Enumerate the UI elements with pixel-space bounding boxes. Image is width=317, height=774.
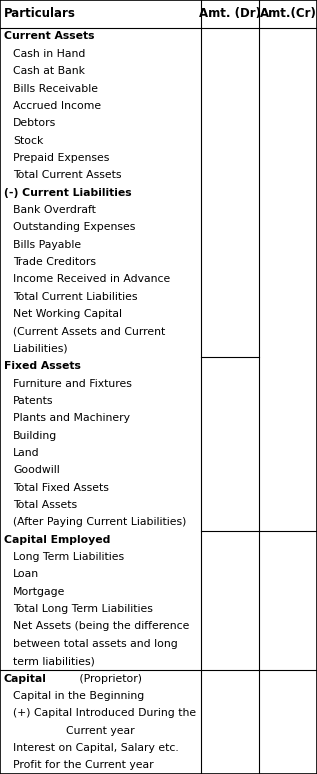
Text: Patents: Patents	[13, 396, 54, 406]
Text: Loan: Loan	[13, 570, 39, 580]
Text: Liabilities): Liabilities)	[13, 344, 69, 354]
Text: Particulars: Particulars	[4, 8, 76, 20]
Text: between total assets and long: between total assets and long	[13, 639, 178, 649]
Text: Building: Building	[13, 430, 58, 440]
Text: Plants and Machinery: Plants and Machinery	[13, 413, 130, 423]
Text: (-) Current Liabilities: (-) Current Liabilities	[4, 187, 132, 197]
Text: (After Paying Current Liabilities): (After Paying Current Liabilities)	[13, 517, 187, 527]
Text: Goodwill: Goodwill	[13, 465, 60, 475]
Text: Capital: Capital	[4, 673, 47, 683]
Text: Amt.(Cr): Amt.(Cr)	[260, 8, 317, 20]
Text: Net Assets (being the difference: Net Assets (being the difference	[13, 622, 190, 632]
Text: Total Current Assets: Total Current Assets	[13, 170, 122, 180]
Text: Total Long Term Liabilities: Total Long Term Liabilities	[13, 604, 153, 614]
Text: Interest on Capital, Salary etc.: Interest on Capital, Salary etc.	[13, 743, 179, 753]
Text: Mortgage: Mortgage	[13, 587, 66, 597]
Text: Current year: Current year	[66, 725, 135, 735]
Text: Total Assets: Total Assets	[13, 500, 77, 510]
Text: Land: Land	[13, 448, 40, 458]
Text: Trade Creditors: Trade Creditors	[13, 257, 96, 267]
Text: Capital: Capital	[4, 673, 47, 683]
Text: Capital Employed: Capital Employed	[4, 535, 110, 545]
Text: Total Fixed Assets: Total Fixed Assets	[13, 483, 109, 493]
Text: Income Received in Advance: Income Received in Advance	[13, 275, 171, 284]
Text: Cash at Bank: Cash at Bank	[13, 66, 85, 76]
Text: Cash in Hand: Cash in Hand	[13, 49, 86, 59]
Text: Capital in the Beginning: Capital in the Beginning	[13, 691, 145, 701]
Text: Outstanding Expenses: Outstanding Expenses	[13, 222, 136, 232]
Text: Accrued Income: Accrued Income	[13, 101, 101, 111]
Text: (Current Assets and Current: (Current Assets and Current	[13, 327, 165, 337]
Text: Debtors: Debtors	[13, 118, 56, 128]
Text: (Proprietor): (Proprietor)	[76, 673, 143, 683]
Text: Current Assets: Current Assets	[4, 32, 94, 42]
Text: Total Current Liabilities: Total Current Liabilities	[13, 292, 138, 302]
Text: Bills Receivable: Bills Receivable	[13, 84, 98, 94]
Text: Prepaid Expenses: Prepaid Expenses	[13, 153, 110, 163]
Text: Bills Payable: Bills Payable	[13, 240, 81, 250]
Text: Bank Overdraft: Bank Overdraft	[13, 205, 96, 215]
Text: (+) Capital Introduced During the: (+) Capital Introduced During the	[13, 708, 197, 718]
Text: Stock: Stock	[13, 135, 44, 146]
Text: term liabilities): term liabilities)	[13, 656, 95, 666]
Text: Fixed Assets: Fixed Assets	[4, 361, 81, 372]
Text: Profit for the Current year: Profit for the Current year	[13, 760, 154, 770]
Text: Amt. (Dr): Amt. (Dr)	[199, 8, 261, 20]
Text: Net Working Capital: Net Working Capital	[13, 309, 122, 319]
Text: Long Term Liabilities: Long Term Liabilities	[13, 552, 125, 562]
Text: Furniture and Fixtures: Furniture and Fixtures	[13, 378, 132, 389]
